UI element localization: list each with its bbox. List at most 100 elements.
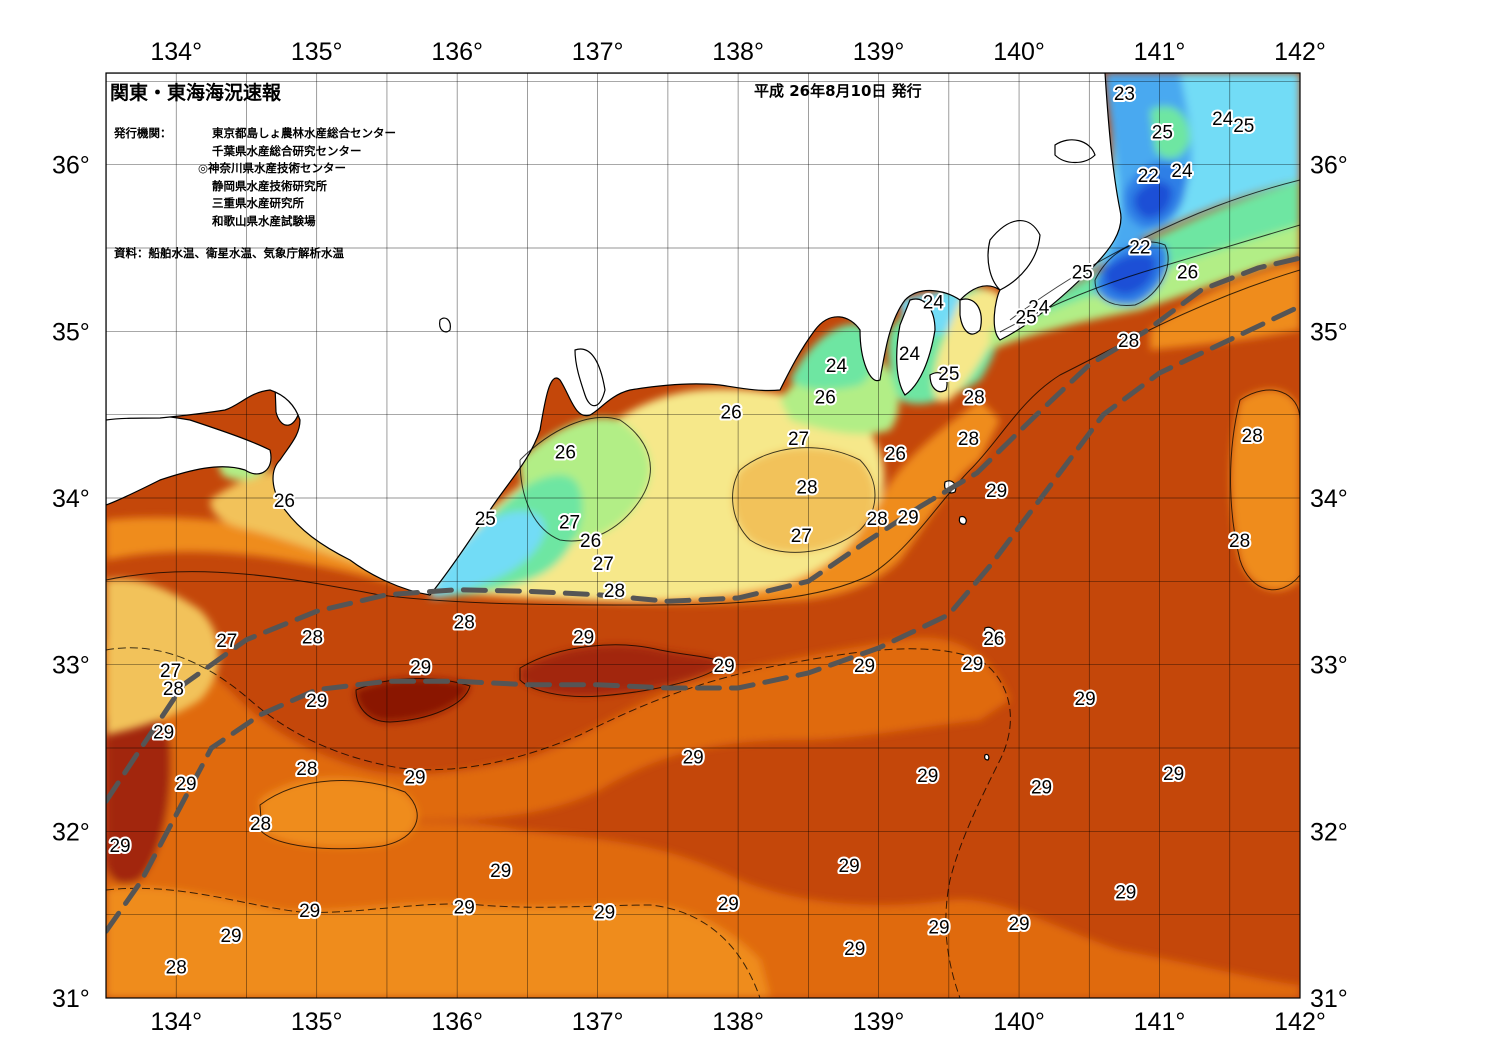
isotherm-26-enshu xyxy=(519,416,651,542)
contour-label: 22 xyxy=(1129,238,1150,259)
contour-label: 26 xyxy=(580,531,601,552)
longitude-label-bottom: 139° xyxy=(853,1008,905,1036)
longitude-label-bottom: 134° xyxy=(150,1008,202,1036)
agency-item-primary: ◎神奈川県水産技術センター xyxy=(198,161,347,175)
zone-30c-west xyxy=(106,708,171,884)
latitude-label-right: 33° xyxy=(1310,652,1348,680)
zone-21c-kashima-north xyxy=(1134,181,1172,219)
zone-28c-enshu xyxy=(732,447,875,553)
issue-date: 平成 26年8月10日 発行 xyxy=(754,82,922,100)
contour-label: 28 xyxy=(1229,531,1250,552)
longitude-label-bottom: 137° xyxy=(572,1008,624,1036)
contour-label: 24 xyxy=(1028,298,1050,319)
longitude-label-bottom: 136° xyxy=(431,1008,483,1036)
isotherm-28-enshu xyxy=(732,447,876,553)
longitude-label-top: 136° xyxy=(431,38,483,66)
contour-label: 29 xyxy=(683,748,704,769)
longitude-label-bottom: 135° xyxy=(291,1008,343,1036)
contour-label: 29 xyxy=(718,894,739,915)
contour-label: 29 xyxy=(844,939,865,960)
latitude-label-right: 31° xyxy=(1310,985,1348,1013)
contour-label: 29 xyxy=(898,508,919,529)
isotherm-28-offshore xyxy=(259,780,418,850)
contour-label: 25 xyxy=(1016,308,1037,329)
contour-label: 26 xyxy=(815,388,836,409)
contour-label: 25 xyxy=(475,509,496,530)
contour-label: 29 xyxy=(714,656,735,677)
contour-label: 25 xyxy=(938,364,959,385)
contour-label: 29 xyxy=(594,903,615,924)
zone-24c-ise xyxy=(430,511,545,598)
contour-label: 29 xyxy=(153,723,174,744)
latitude-label-right: 35° xyxy=(1310,318,1348,346)
isotherm-28-east xyxy=(1230,389,1300,591)
contour-label: 28 xyxy=(1242,426,1263,447)
contour-label: 27 xyxy=(160,661,181,682)
izu-peninsula xyxy=(896,298,936,396)
mikura-island xyxy=(958,515,967,525)
data-source: 資料：船舶水温、衛星水温、気象庁解析水温 xyxy=(114,246,344,260)
contour-label: 25 xyxy=(1072,263,1093,284)
longitude-label-bottom: 140° xyxy=(993,1008,1045,1036)
longitude-label-bottom: 138° xyxy=(712,1008,764,1036)
contour-label: 26 xyxy=(555,443,576,464)
zone-28c-south xyxy=(260,778,418,847)
contour-label: 26 xyxy=(983,629,1004,650)
contour-label: 26 xyxy=(1177,263,1198,284)
contour-label: 28 xyxy=(1118,331,1139,352)
longitude-label-bottom: 141° xyxy=(1134,1008,1186,1036)
izu-oshima xyxy=(929,372,948,393)
latitude-label-right: 34° xyxy=(1310,485,1348,513)
contour-label: 29 xyxy=(1115,883,1136,904)
contour-label: 26 xyxy=(274,491,295,512)
zone-28c-shikoku xyxy=(106,579,219,735)
contour-label: 28 xyxy=(454,613,475,634)
contour-label: 28 xyxy=(250,814,271,835)
agency-item: 東京都島しょ農林水産総合センター xyxy=(212,126,396,140)
zone-21c-inuboe xyxy=(1104,254,1156,295)
contour-label: 24 xyxy=(1212,109,1234,130)
longitude-label-top: 134° xyxy=(150,38,202,66)
longitude-label-top: 137° xyxy=(572,38,624,66)
contour-label: 28 xyxy=(302,628,323,649)
latitude-label-left: 35° xyxy=(52,318,90,346)
isotherm-22-inuboe xyxy=(1094,241,1169,307)
contour-label: 27 xyxy=(559,513,580,534)
contour-label: 29 xyxy=(1008,914,1029,935)
longitude-label-top: 135° xyxy=(291,38,343,66)
contour-label: 29 xyxy=(1075,689,1096,710)
contour-label: 29 xyxy=(573,628,594,649)
zone-27c-izu xyxy=(933,289,1003,402)
lake-hamana xyxy=(439,317,451,333)
contour-label: 28 xyxy=(296,759,317,780)
kuroshio-axis-line xyxy=(106,303,1300,934)
kuroshio-axis-line xyxy=(106,255,1300,804)
longitude-label-top: 142° xyxy=(1274,38,1326,66)
contour-label: 29 xyxy=(839,856,860,877)
agency-item: 静岡県水産技術研究所 xyxy=(212,178,327,193)
isotherm-28-north xyxy=(106,269,1300,606)
contour-label: 29 xyxy=(299,901,320,922)
isotherm-29-west xyxy=(106,647,1011,998)
contour-label: 29 xyxy=(175,774,196,795)
land xyxy=(106,73,1122,761)
contour-label: 26 xyxy=(721,403,742,424)
contour-label: 29 xyxy=(917,766,938,787)
zone-30c-core-2 xyxy=(355,678,470,722)
boso-peninsula xyxy=(987,220,1041,291)
latitude-label-left: 31° xyxy=(52,985,90,1013)
contour-label: 24 xyxy=(923,293,945,314)
zone-25c-suruga xyxy=(790,324,875,390)
map-frame xyxy=(105,72,1301,999)
contour-label: 29 xyxy=(410,658,431,679)
longitude-label-bottom: 142° xyxy=(1274,1008,1326,1036)
latitude-label-left: 34° xyxy=(52,485,90,513)
contour-label: 29 xyxy=(986,481,1007,502)
agency-item: 三重県水産研究所 xyxy=(212,196,304,210)
isotherm-29-south xyxy=(106,887,761,998)
zone-28c-east xyxy=(1230,389,1300,591)
contour-label: 29 xyxy=(1163,764,1184,785)
latitude-label-left: 36° xyxy=(52,152,90,180)
